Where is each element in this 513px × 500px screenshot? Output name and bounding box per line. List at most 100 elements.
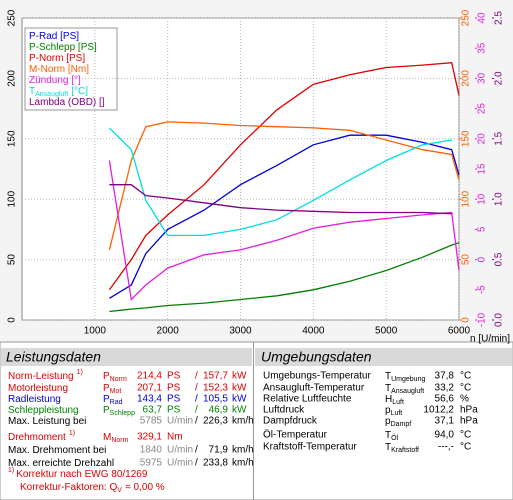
- row-value: 94,0: [435, 430, 455, 441]
- y2-tick-label: 250: [461, 9, 472, 26]
- row-value: 329,1: [137, 432, 162, 443]
- y4-tick-label: 2.0: [494, 71, 505, 85]
- series-line: [109, 184, 452, 215]
- y3-tick-label: 5: [477, 226, 488, 232]
- footnote-part: Korrektur-Faktoren: Q: [20, 482, 117, 493]
- footnote-part: = 0,00 %: [125, 482, 165, 493]
- row-symbol-part: T: [385, 371, 391, 382]
- y3-tick-label: 20: [477, 133, 488, 145]
- row-symbol-part: Öl: [391, 434, 398, 442]
- y3-tick-label: 15: [477, 163, 488, 175]
- y4-tick-label: 0.0: [494, 313, 505, 327]
- y3-tick-label: -5: [477, 285, 488, 294]
- legend-entry-part: [°C]: [71, 86, 88, 97]
- row-symbol-part: P: [103, 383, 110, 394]
- row-sep: /: [195, 416, 198, 427]
- y-tick-label: 0: [7, 317, 18, 323]
- row-sep: /: [195, 383, 198, 394]
- x-tick-label: 6000: [448, 326, 471, 337]
- row-value: 233,8: [203, 458, 228, 469]
- row-sep: /: [195, 371, 198, 382]
- x-tick-label: 4000: [302, 326, 325, 337]
- y4-tick-label: 1.5: [494, 131, 505, 145]
- row-sep: /: [195, 445, 198, 456]
- row-value: 5975: [140, 458, 163, 469]
- row-symbol-part: p: [385, 416, 391, 427]
- row-symbol-part: M: [103, 432, 111, 443]
- row-label-part: Schleppleistung: [8, 405, 79, 416]
- row-value: 1840: [140, 445, 163, 456]
- legend-entry-part: Ansaugluft: [35, 91, 68, 98]
- legend-entry-part: P-Norm [PS]: [29, 53, 85, 64]
- y-tick-label: 50: [7, 254, 18, 266]
- row-unit: kW: [232, 405, 247, 416]
- series-line: [108, 127, 452, 237]
- row-unit: km/h: [232, 416, 254, 427]
- row-symbol-part: Luft: [391, 410, 403, 417]
- row-label-part: 1): [77, 369, 83, 376]
- row-label-part: Norm-Leistung: [8, 371, 74, 382]
- x-tick-label: 2000: [157, 326, 180, 337]
- row-symbol-part: T: [385, 442, 391, 453]
- row-label: Luftdruck: [263, 405, 305, 416]
- row-unit: hPa: [460, 405, 478, 416]
- row-symbol-part: T: [385, 430, 391, 441]
- y3-tick-label: 25: [477, 103, 488, 115]
- row-symbol-part: Ansaugluft: [391, 388, 424, 395]
- row-symbol-part: Kraftstoff: [391, 447, 419, 454]
- footnote-part: V: [117, 487, 122, 494]
- row-label-part: 1): [69, 430, 75, 437]
- footnote: Korrektur-Faktoren: QV = 0,00 %: [20, 482, 165, 495]
- row-symbol-part: P: [103, 394, 110, 405]
- legend-entry-part: Lambda (OBD) []: [29, 97, 105, 108]
- row-value: ---,-: [438, 442, 454, 453]
- row-sep: /: [195, 405, 198, 416]
- y3-tick-label: 30: [477, 72, 488, 84]
- row-label: Umgebungs-Temperatur: [263, 371, 371, 382]
- row-symbol-part: Rad: [110, 399, 123, 406]
- series-line: [108, 62, 460, 291]
- row-symbol: TAnsaugluft: [385, 383, 424, 396]
- row-sep: /: [195, 458, 198, 469]
- y3-tick-label: 35: [477, 42, 488, 54]
- row-label: Dampfdruck: [263, 416, 318, 427]
- row-unit: U/min: [167, 445, 193, 456]
- y4-tick-label: 0.5: [494, 252, 505, 266]
- row-label: Max. erreichte Drehzahl: [8, 458, 114, 469]
- y3-tick-label: 40: [477, 12, 488, 24]
- legend-entry: M-Norm [Nm]: [29, 64, 89, 75]
- row-unit: kW: [232, 394, 247, 405]
- row-label: Motorleistung: [8, 383, 68, 394]
- row-unit: kW: [232, 383, 247, 394]
- row-label: Öl-Temperatur: [263, 429, 328, 441]
- row-symbol-part: P: [103, 405, 110, 416]
- row-label: Max. Leistung bei: [8, 416, 86, 427]
- legend-entry-part: Zündung [°]: [29, 75, 81, 86]
- y-tick-label: 250: [7, 9, 18, 26]
- y-tick-label: 200: [7, 70, 18, 87]
- row-label: Norm-Leistung 1): [8, 369, 83, 381]
- row-value: 152,3: [203, 383, 228, 394]
- legend-entry: P-Rad [PS]: [29, 31, 79, 42]
- row-symbol-part: T: [385, 383, 391, 394]
- row-value: 46,9: [209, 405, 229, 416]
- row-unit: PS: [167, 394, 181, 405]
- row-label-part: Max. Drehmoment bei: [8, 445, 106, 456]
- row-value: 143,4: [137, 394, 162, 405]
- y-tick-label: 150: [7, 130, 18, 147]
- row-label-part: Drehmoment: [8, 432, 66, 443]
- legend-entry: Lambda (OBD) []: [29, 97, 105, 108]
- y4-tick-label: 1.0: [494, 192, 505, 206]
- row-label: Drehmoment 1): [8, 430, 75, 442]
- row-label-part: Max. Leistung bei: [8, 416, 86, 427]
- row-label-part: Max. erreichte Drehzahl: [8, 458, 114, 469]
- row-symbol-part: Norm: [111, 437, 128, 444]
- row-unit: %: [460, 394, 469, 405]
- y3-tick-label: -10: [477, 312, 488, 327]
- right-title: Umgebungsdaten: [261, 349, 372, 365]
- legend: [24, 27, 118, 111]
- row-value: 71,9: [209, 445, 229, 456]
- row-symbol: PMot: [103, 383, 121, 396]
- row-label: Radleistung: [8, 394, 61, 405]
